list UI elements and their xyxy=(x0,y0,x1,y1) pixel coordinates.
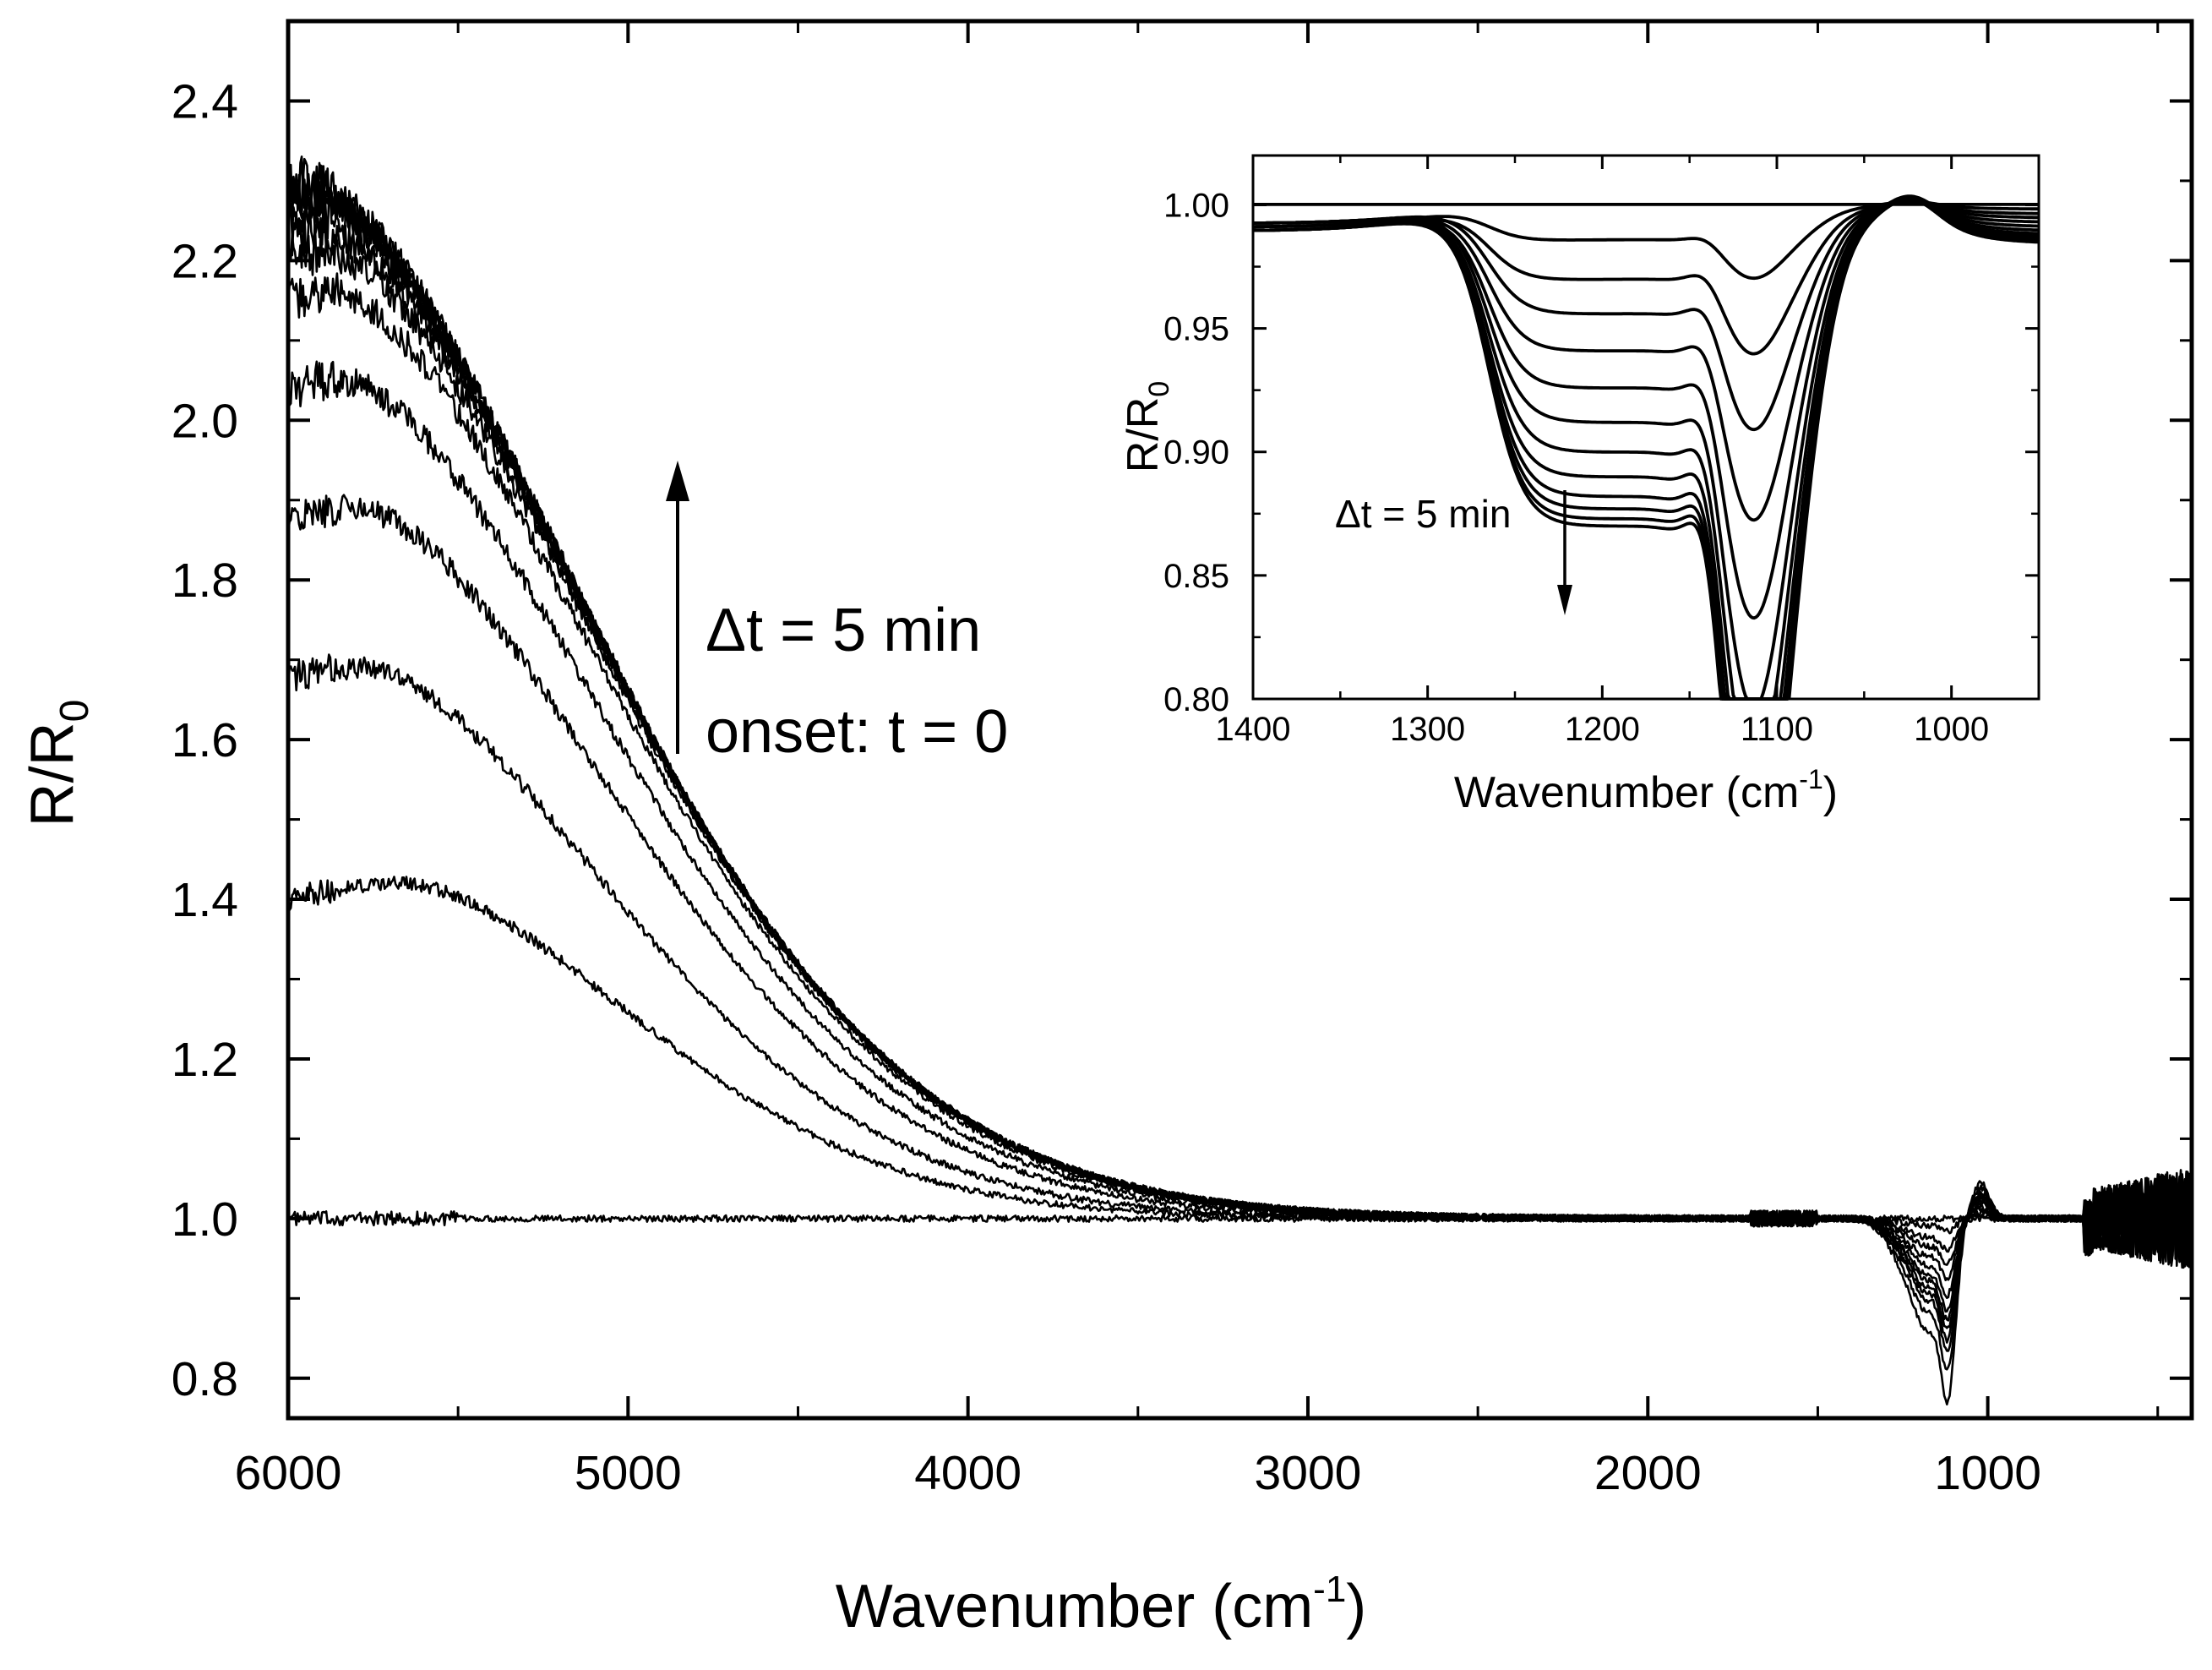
main-y-tick-label: 1.6 xyxy=(172,713,238,767)
main-x-axis-title: Wavenumber (cm-1) xyxy=(836,1569,1367,1640)
main-annotation-arrow-head xyxy=(666,461,689,501)
main-y-tick-label: 1.4 xyxy=(172,873,238,927)
main-y-tick-label: 0.8 xyxy=(172,1352,238,1406)
main-y-tick-label: 1.8 xyxy=(172,554,238,608)
main-x-tick-label: 3000 xyxy=(1255,1446,1362,1500)
main-y-tick-label: 2.2 xyxy=(172,234,238,288)
inset-plot-frame xyxy=(1251,154,2040,701)
inset-background xyxy=(1253,156,2039,699)
inset-tick-labels: 1400 1300 1200 1100 1000 0.80 0.85 0.90 0.95 1.00 xyxy=(1163,187,1989,748)
inset-axis-ticks xyxy=(1251,156,2040,701)
inset-annotation-arrow-head xyxy=(1557,585,1572,615)
main-annotation-line-1: Δt = 5 min xyxy=(706,597,981,664)
main-traces xyxy=(286,156,2193,1405)
main-x-tick-label: 6000 xyxy=(235,1446,342,1500)
inset-y-tick-label: 0.85 xyxy=(1163,558,1229,595)
inset-x-axis-title: Wavenumber (cm-1) xyxy=(1454,764,1838,817)
inset-y-tick-label: 0.80 xyxy=(1163,681,1229,718)
inset-y-tick-label: 0.95 xyxy=(1163,311,1229,348)
main-plot-frame xyxy=(286,19,2194,1421)
main-tick-labels: 6000 5000 4000 3000 2000 1000 0.8 1.0 1.2 1.4 1.6 1… xyxy=(172,74,2041,1500)
inset-traces xyxy=(1253,194,2040,701)
main-y-tick-label: 2.0 xyxy=(172,394,238,448)
main-series-line xyxy=(286,157,2193,1405)
main-x-tick-label: 1000 xyxy=(1934,1446,2041,1500)
main-annotation: Δt = 5 min onset: t = 0 xyxy=(666,461,1008,766)
inset-y-tick-label: 0.90 xyxy=(1163,434,1229,472)
inset-series-line xyxy=(1253,198,2040,701)
inset-x-tick-label: 1100 xyxy=(1741,711,1813,748)
main-x-tick-label: 2000 xyxy=(1594,1446,1702,1500)
inset-y-axis-title: R/R0 xyxy=(1119,381,1175,472)
main-annotation-line-2: onset: t = 0 xyxy=(706,698,1008,766)
main-y-tick-label: 1.0 xyxy=(172,1192,238,1247)
main-y-tick-label: 1.2 xyxy=(172,1033,238,1087)
inset-x-tick-label: 1000 xyxy=(1914,711,1989,748)
main-x-tick-label: 4000 xyxy=(914,1446,1022,1500)
inset-x-tick-label: 1300 xyxy=(1390,711,1465,748)
main-x-tick-label: 5000 xyxy=(575,1446,682,1500)
inset-y-tick-label: 1.00 xyxy=(1163,187,1229,224)
inset-chart: 1400 1300 1200 1100 1000 0.80 0.85 0.90 0.95 1.00… xyxy=(1119,154,2040,817)
main-y-axis-title: R/R0 xyxy=(19,700,97,827)
inset-annotation-text: Δt = 5 min xyxy=(1335,492,1511,536)
inset-x-tick-label: 1400 xyxy=(1216,711,1291,748)
inset-x-tick-label: 1200 xyxy=(1565,711,1640,748)
main-y-tick-label: 2.4 xyxy=(172,74,238,128)
